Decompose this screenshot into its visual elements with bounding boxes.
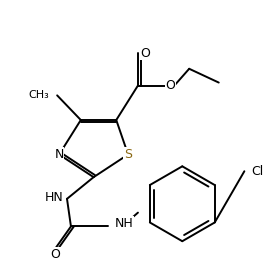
- Text: S: S: [124, 148, 132, 161]
- Text: O: O: [140, 46, 150, 59]
- Text: N: N: [54, 148, 64, 161]
- Text: NH: NH: [114, 217, 133, 230]
- Text: O: O: [50, 248, 60, 261]
- Text: CH₃: CH₃: [29, 90, 49, 100]
- Text: O: O: [166, 79, 175, 92]
- Text: HN: HN: [44, 191, 63, 204]
- Text: Cl: Cl: [251, 165, 263, 178]
